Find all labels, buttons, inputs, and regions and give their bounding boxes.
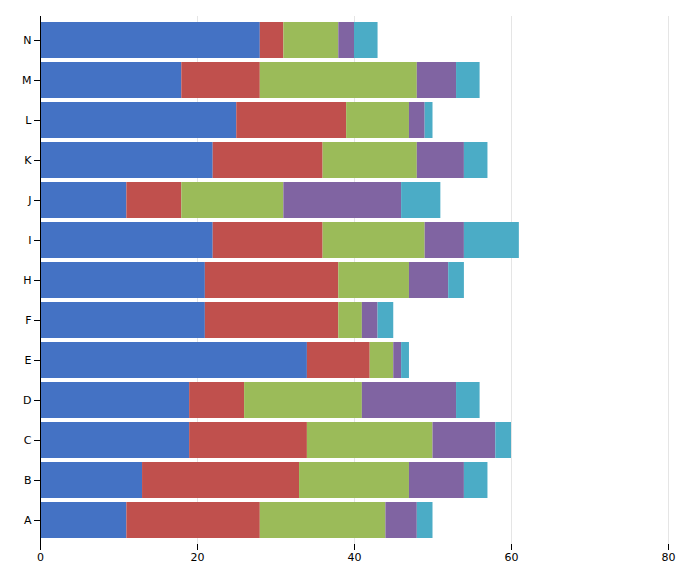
svg-text:H: H (23, 274, 31, 287)
svg-text:F: F (25, 314, 31, 327)
svg-text:60: 60 (505, 551, 519, 564)
svg-text:C: C (24, 434, 32, 447)
svg-text:E: E (25, 354, 32, 367)
svg-text:M: M (22, 74, 32, 87)
svg-text:N: N (23, 34, 31, 47)
svg-text:D: D (23, 394, 31, 407)
svg-text:K: K (24, 154, 32, 167)
svg-text:B: B (24, 474, 32, 487)
svg-text:20: 20 (191, 551, 205, 564)
svg-text:A: A (24, 514, 32, 527)
svg-text:40: 40 (348, 551, 362, 564)
svg-text:L: L (25, 114, 32, 127)
svg-text:J: J (27, 194, 31, 207)
svg-text:0: 0 (37, 551, 44, 564)
svg-text:I: I (28, 234, 31, 247)
svg-text:80: 80 (662, 551, 676, 564)
